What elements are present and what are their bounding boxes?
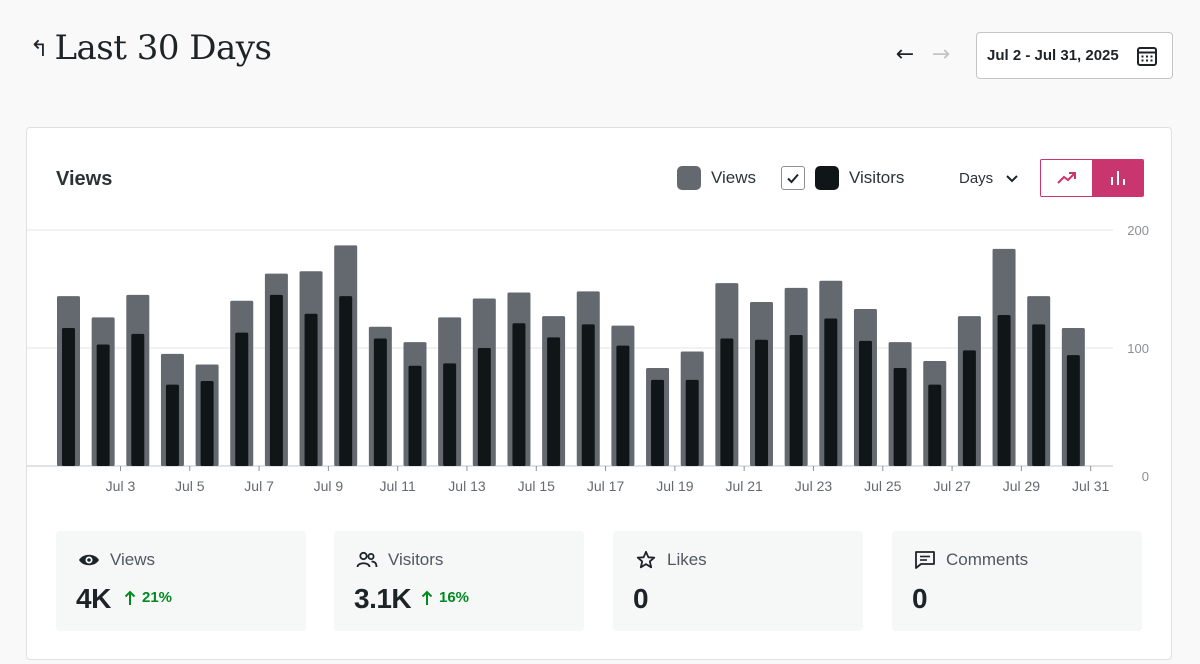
date-range-text: Jul 2 - Jul 31, 2025 xyxy=(987,47,1119,64)
stat-value: 4K xyxy=(76,583,111,614)
checkmark-icon xyxy=(787,173,799,184)
bar-visitors xyxy=(962,350,976,466)
bar-visitors xyxy=(789,335,803,466)
views-chart-card: Views Views Visitors Days xyxy=(26,127,1172,660)
x-tick-label: Jul 31 xyxy=(1072,478,1110,494)
bar-visitors xyxy=(512,323,526,466)
bar-visitors xyxy=(373,338,387,466)
bar-visitors xyxy=(720,338,734,466)
interval-select[interactable]: Days xyxy=(959,170,1019,187)
y-tick-label: 0 xyxy=(1142,469,1149,484)
date-range-picker[interactable]: Jul 2 - Jul 31, 2025 xyxy=(976,32,1173,79)
x-tick-label: Jul 27 xyxy=(933,478,971,494)
bar-visitors xyxy=(96,344,110,466)
bar-visitors xyxy=(858,340,872,466)
bar-visitors xyxy=(755,339,768,466)
views-bar-chart: 0 100 200 Jul 3 Jul 5 Jul 7 Jul 9 Jul 11 Jul 13 J… xyxy=(27,224,1149,494)
x-tick-label: Jul 7 xyxy=(244,478,274,494)
trending-up-icon xyxy=(1056,172,1076,184)
next-period-button[interactable]: → xyxy=(931,42,951,67)
x-tick-label: Jul 21 xyxy=(725,478,763,494)
stat-delta: 21% xyxy=(124,589,172,606)
bar-visitors xyxy=(651,379,665,466)
bar-visitors xyxy=(1032,324,1046,466)
x-tick-label: Jul 9 xyxy=(314,478,344,494)
interval-label: Days xyxy=(959,170,994,187)
chart-type-toggle xyxy=(1040,159,1144,197)
star-icon xyxy=(636,550,656,569)
bar-visitors xyxy=(616,345,630,466)
stat-value: 0 xyxy=(912,583,928,614)
page-title: ↰ Last 30 Days xyxy=(30,28,272,68)
eye-icon xyxy=(79,554,99,566)
bar-visitors xyxy=(443,363,457,466)
bar-visitors xyxy=(62,327,75,466)
stat-value: 3.1K xyxy=(354,583,412,614)
bar-visitors xyxy=(477,348,491,466)
legend-item-visitors: Visitors xyxy=(781,166,904,190)
stat-card-views[interactable]: Views 4K 21% xyxy=(56,531,306,631)
bar-visitors xyxy=(408,365,422,466)
calendar-icon xyxy=(1137,47,1157,66)
stat-delta-text: 21% xyxy=(142,589,173,606)
previous-period-button[interactable]: ← xyxy=(895,42,915,67)
bar-visitors xyxy=(339,296,353,466)
bar-visitors xyxy=(165,384,179,466)
visitors-checkbox[interactable] xyxy=(781,166,805,190)
x-tick-label: Jul 13 xyxy=(448,478,486,494)
stat-delta: 16% xyxy=(421,589,469,606)
x-tick-label: Jul 23 xyxy=(795,478,833,494)
x-tick-label: Jul 15 xyxy=(518,478,556,494)
up-arrow-icon: ↰ xyxy=(30,36,49,62)
views-swatch xyxy=(677,166,701,190)
arrow-up-icon xyxy=(421,590,433,605)
bar-visitors xyxy=(304,313,318,466)
x-tick-label: Jul 11 xyxy=(380,478,417,494)
legend-item-views: Views xyxy=(677,166,756,190)
line-chart-button[interactable] xyxy=(1041,160,1092,196)
arrow-up-icon xyxy=(124,590,136,605)
x-tick-label: Jul 3 xyxy=(106,478,136,494)
y-tick-label: 200 xyxy=(1127,224,1149,238)
bar-visitors xyxy=(893,368,907,466)
bar-visitors xyxy=(1066,355,1080,466)
chart-card-title: Views xyxy=(56,168,113,190)
bar-visitors xyxy=(200,381,214,466)
bar-visitors xyxy=(547,337,561,466)
bar-visitors xyxy=(997,314,1011,466)
y-tick-label: 100 xyxy=(1127,341,1149,356)
bar-chart-icon xyxy=(1110,171,1125,185)
stat-label: Views xyxy=(110,550,156,569)
legend-label-views: Views xyxy=(711,168,757,187)
stat-card-comments[interactable]: Comments 0 xyxy=(892,531,1142,631)
stat-card-likes[interactable]: Likes 0 xyxy=(613,531,863,631)
x-tick-label: Jul 17 xyxy=(587,478,625,494)
bar-visitors xyxy=(928,384,942,466)
stat-label: Likes xyxy=(667,550,707,569)
bar-visitors xyxy=(685,379,699,466)
visitors-swatch xyxy=(815,166,839,190)
period-navigation: ← → xyxy=(892,42,954,68)
bar-visitors xyxy=(824,318,838,466)
bar-chart-button[interactable] xyxy=(1092,160,1143,196)
bar-visitors xyxy=(581,324,595,466)
stat-value: 0 xyxy=(633,583,649,614)
page-title-text: Last 30 Days xyxy=(54,28,272,68)
people-icon xyxy=(356,551,378,568)
bar-visitors xyxy=(235,332,249,466)
x-tick-label: Jul 25 xyxy=(864,478,902,494)
x-tick-label: Jul 29 xyxy=(1003,478,1041,494)
chevron-down-icon xyxy=(1006,174,1018,182)
x-tick-label: Jul 19 xyxy=(656,478,694,494)
comment-icon xyxy=(915,551,935,569)
stat-label: Comments xyxy=(946,550,1029,569)
stat-card-visitors[interactable]: Visitors 3.1K 16% xyxy=(334,531,584,631)
stat-delta-text: 16% xyxy=(439,589,470,606)
stat-label: Visitors xyxy=(388,550,444,569)
bar-visitors xyxy=(269,294,283,466)
x-tick-label: Jul 5 xyxy=(175,478,205,494)
bar-visitors xyxy=(131,333,145,466)
legend-label-visitors: Visitors xyxy=(849,168,905,187)
